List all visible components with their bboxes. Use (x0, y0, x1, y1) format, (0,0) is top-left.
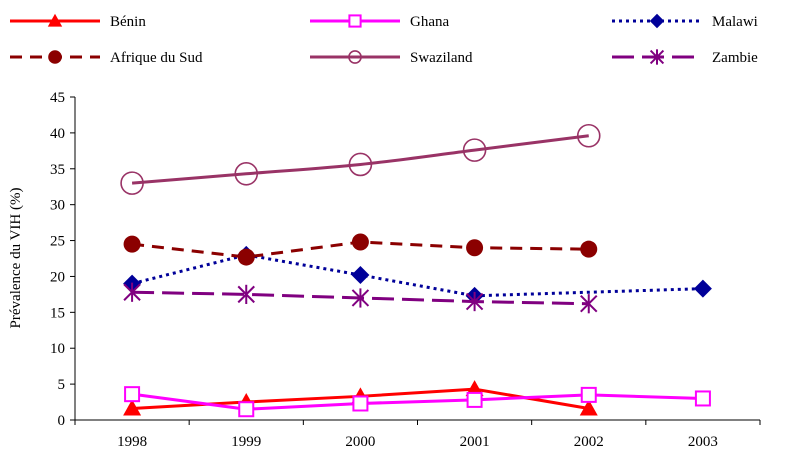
legend-item: Swaziland (310, 50, 473, 66)
data-point (238, 401, 255, 418)
data-point (693, 279, 712, 298)
data-point (237, 248, 255, 266)
legend-marker (348, 14, 362, 28)
legend-label: Ghana (410, 14, 449, 30)
plot-area: 0 5 10 15 20 25 30 35 40 45 1998 1999 2000 2001 2002 2… (50, 90, 761, 450)
series-2 (123, 245, 712, 305)
data-point (351, 233, 369, 251)
data-point (576, 123, 601, 148)
x-tick-label: 2000 (345, 434, 375, 450)
data-point (348, 152, 373, 177)
legend-marker (348, 50, 362, 64)
data-point (123, 399, 142, 416)
legend: Bénin Ghana Malawi Afrique du Sud Swaziland Z… (10, 13, 758, 66)
series-line (131, 253, 703, 298)
x-tick-label: 2002 (574, 434, 604, 450)
y-tick-label: 35 (50, 162, 65, 178)
data-point (466, 239, 484, 257)
series-5 (123, 282, 598, 314)
legend-item: Bénin (10, 13, 146, 30)
legend-item: Ghana (310, 14, 449, 30)
x-tick-label: 2003 (688, 434, 718, 450)
y-tick-label: 10 (50, 341, 65, 357)
legend-label: Zambie (712, 50, 758, 66)
legend-label: Bénin (110, 14, 146, 30)
x-tick-label: 2001 (460, 434, 490, 450)
data-point (120, 171, 144, 195)
data-point (694, 390, 711, 407)
y-tick-label: 15 (50, 305, 65, 321)
data-point (352, 395, 369, 412)
legend-item: Malawi (612, 13, 758, 30)
legend-item: Zambie (612, 49, 758, 66)
data-point (462, 138, 487, 162)
series-3 (123, 233, 598, 266)
y-tick-label: 5 (58, 377, 66, 393)
y-tick-label: 40 (50, 126, 65, 142)
legend-label: Afrique du Sud (110, 50, 203, 66)
x-tick-label: 1999 (231, 434, 261, 450)
series-line (131, 392, 703, 411)
data-point (580, 386, 597, 403)
series-4 (120, 123, 601, 195)
y-tick-label: 30 (50, 198, 65, 214)
data-point (465, 291, 484, 312)
series-group (120, 123, 712, 418)
legend-marker (649, 13, 665, 29)
legend-marker (47, 13, 63, 27)
data-point (351, 288, 370, 308)
x-ticks: 1998 1999 2000 2001 2002 2003 (74, 420, 761, 450)
y-ticks: 0 5 10 15 20 25 30 35 40 45 (50, 90, 75, 429)
data-point (580, 240, 598, 258)
data-point (466, 391, 483, 408)
legend-marker (48, 50, 62, 64)
data-point (234, 162, 259, 186)
legend-label: Swaziland (410, 50, 473, 66)
series-line (131, 134, 589, 185)
y-axis-label: Prévalence du VIH (%) (8, 188, 24, 329)
data-point (123, 282, 141, 302)
data-point (124, 386, 141, 403)
y-tick-label: 0 (58, 413, 66, 429)
x-tick-label: 1998 (117, 434, 147, 450)
legend-marker (649, 49, 665, 65)
series-1 (124, 386, 711, 418)
legend-label: Malawi (712, 14, 758, 30)
y-tick-label: 20 (50, 269, 65, 285)
legend-item: Afrique du Sud (10, 50, 203, 66)
y-tick-label: 25 (50, 234, 65, 250)
data-point (580, 294, 598, 314)
data-point (351, 266, 370, 285)
data-point (237, 284, 255, 304)
data-point (123, 235, 141, 253)
y-tick-label: 45 (50, 90, 65, 106)
data-point (579, 399, 598, 416)
